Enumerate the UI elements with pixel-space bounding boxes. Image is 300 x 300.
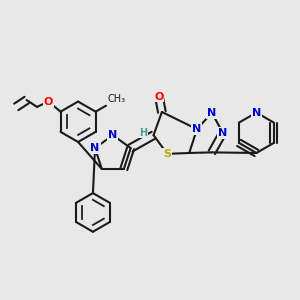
Text: N: N (192, 124, 202, 134)
Text: N: N (108, 130, 118, 140)
Text: N: N (218, 128, 227, 138)
Text: H: H (139, 128, 147, 138)
Text: CH₃: CH₃ (108, 94, 126, 104)
Text: O: O (154, 92, 164, 101)
Text: S: S (163, 149, 171, 159)
Text: N: N (252, 108, 261, 118)
Text: O: O (44, 97, 53, 106)
Text: N: N (207, 108, 216, 118)
Text: N: N (90, 143, 100, 153)
